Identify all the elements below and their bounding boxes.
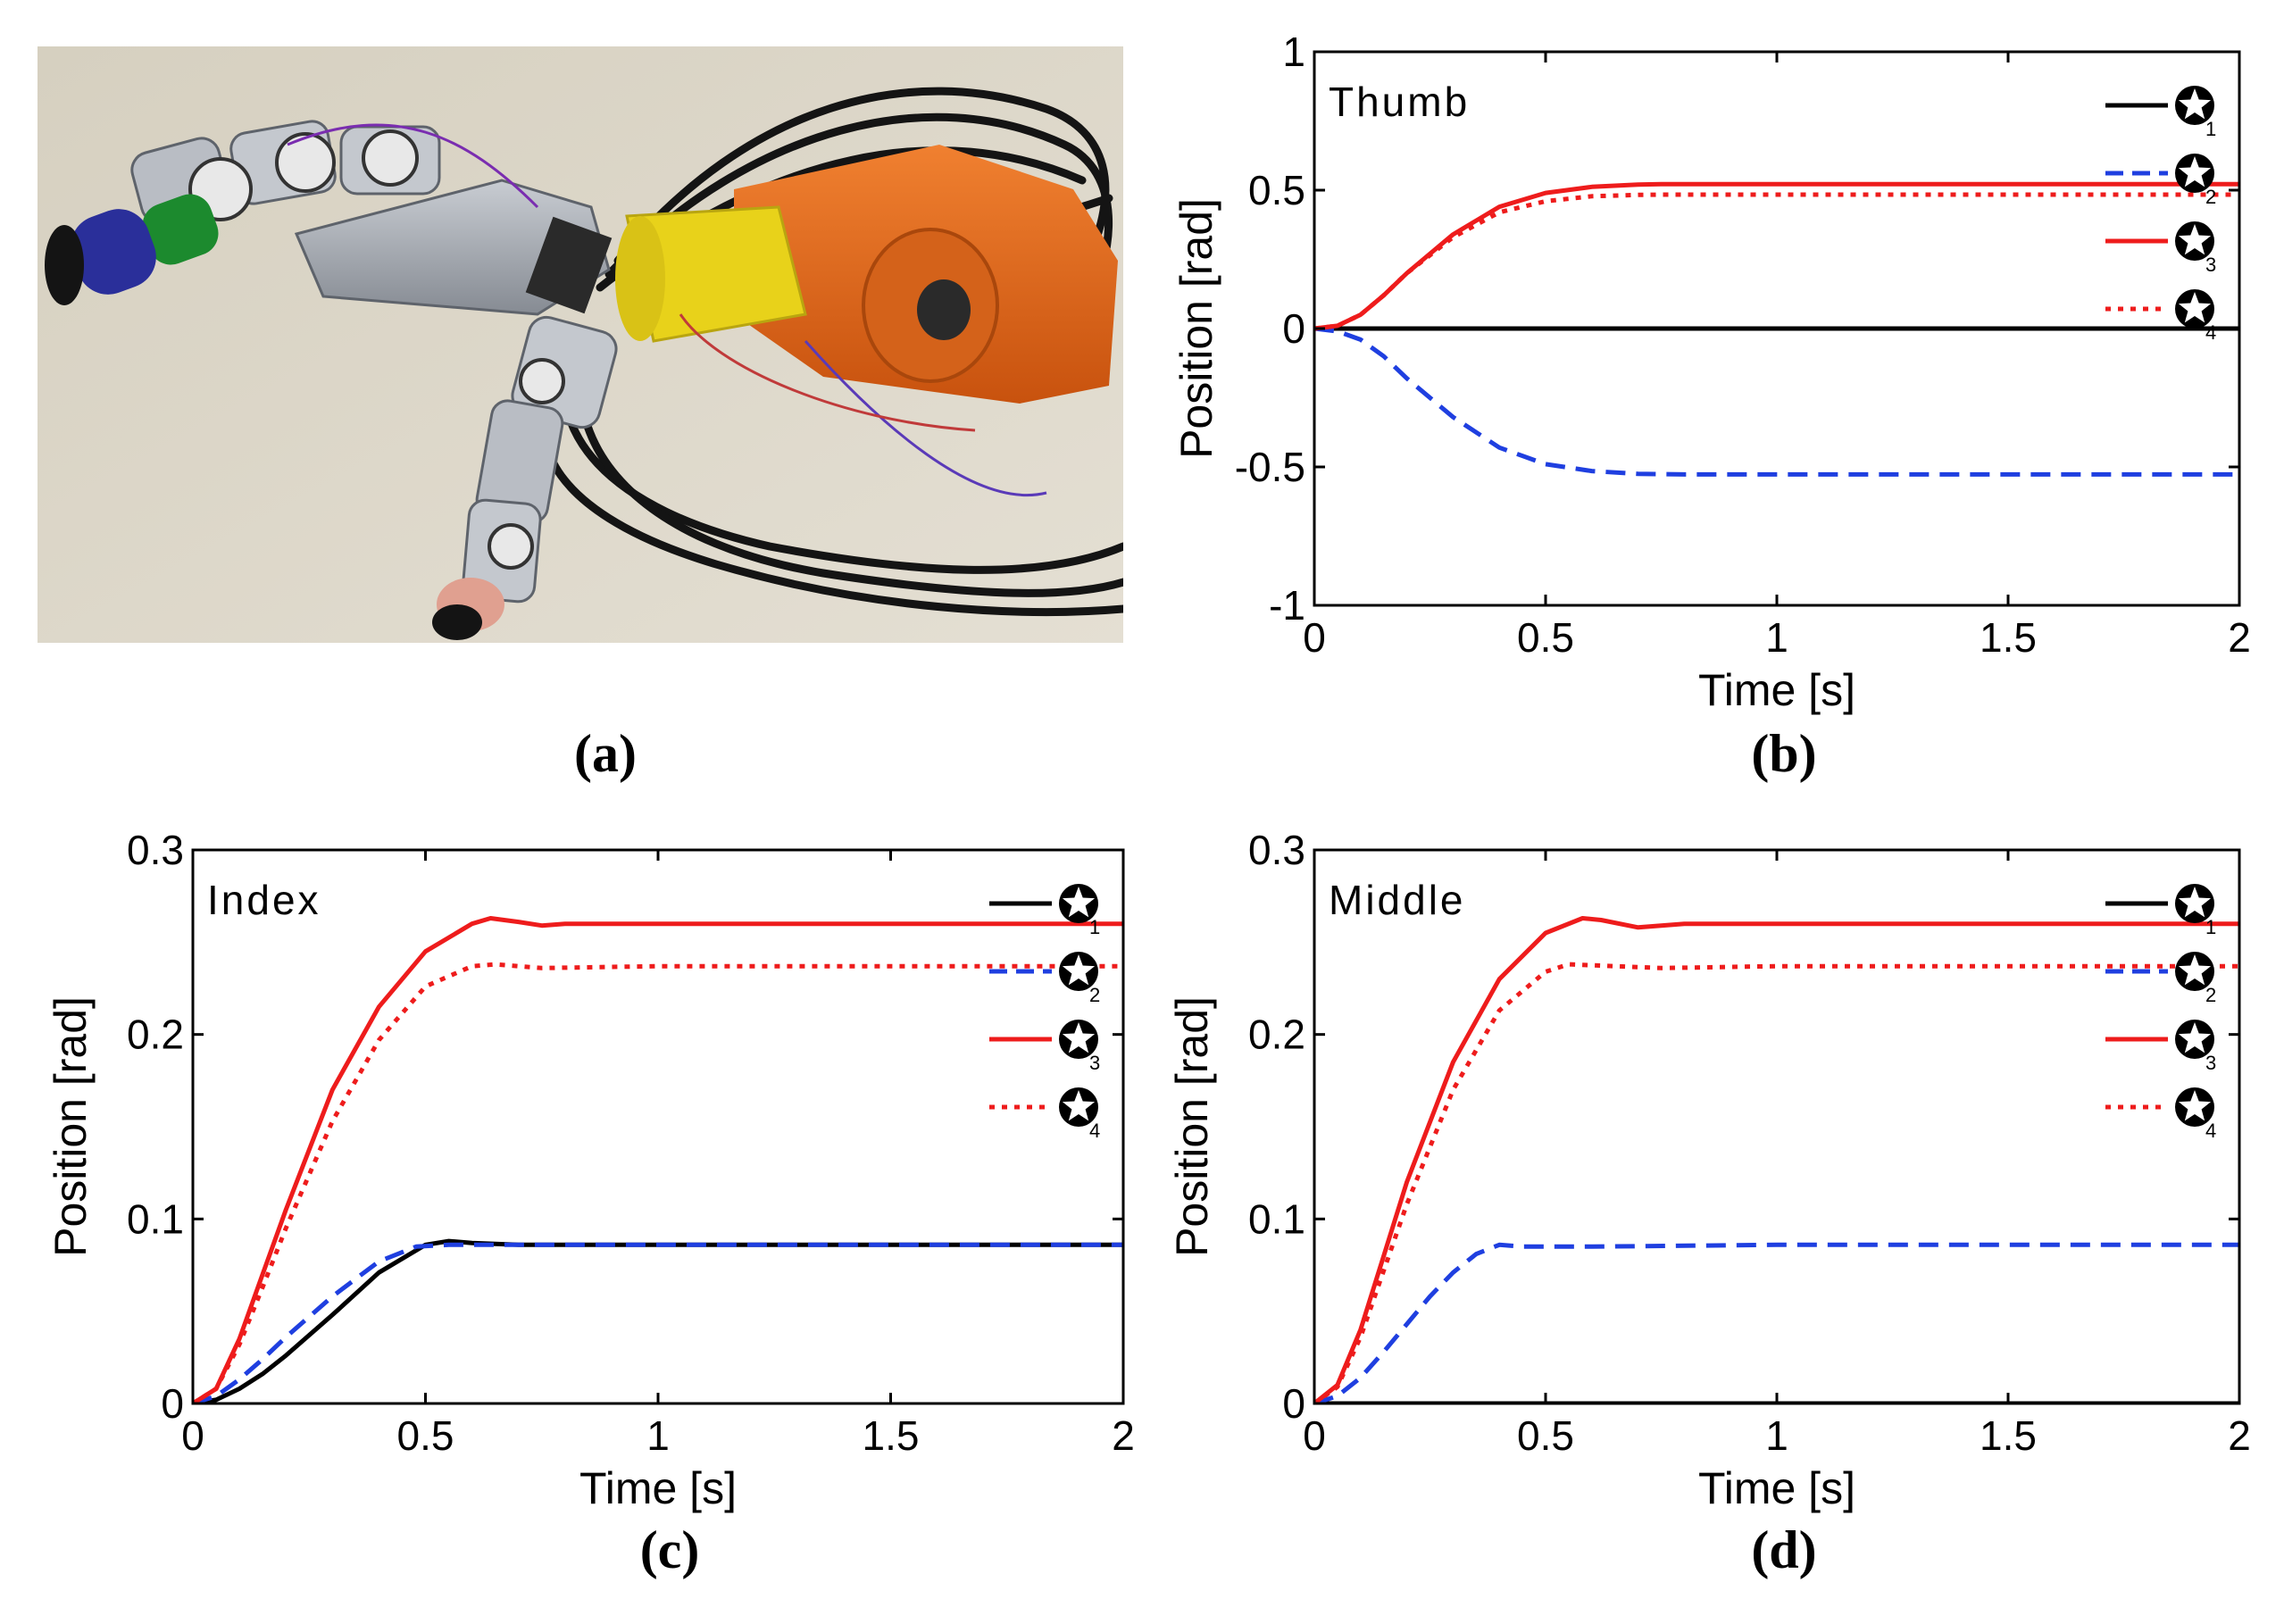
x-tick-label: 0.5 bbox=[1517, 614, 1574, 661]
panel-label-c: (c) bbox=[639, 1520, 700, 1579]
x-tick-label: 1 bbox=[1765, 1412, 1788, 1459]
legend-subscript: 4 bbox=[1089, 1120, 1100, 1142]
finger-annotation: Thumb bbox=[1329, 79, 1470, 125]
series-line-3 bbox=[193, 916, 1123, 1403]
x-tick-label: 1 bbox=[646, 1412, 670, 1459]
y-tick-label: 0.2 bbox=[1248, 1012, 1305, 1058]
legend-subscript: 4 bbox=[2205, 1120, 2216, 1142]
star-icon bbox=[2178, 156, 2212, 187]
legend-subscript: 3 bbox=[2205, 254, 2216, 276]
x-tick-label: 0 bbox=[1303, 1412, 1326, 1459]
legend-subscript: 2 bbox=[2205, 186, 2216, 208]
finger-annotation: Middle bbox=[1329, 877, 1466, 923]
legend-subscript: 2 bbox=[1089, 984, 1100, 1006]
y-tick-label: 0 bbox=[1282, 305, 1305, 352]
x-axis-label: Time [s] bbox=[1698, 665, 1855, 715]
x-tick-label: 2 bbox=[2228, 614, 2251, 661]
x-tick-label: 1.5 bbox=[1980, 614, 2037, 661]
y-tick-label: 0 bbox=[161, 1380, 184, 1427]
star-icon bbox=[2178, 1090, 2212, 1121]
x-axis-label: Time [s] bbox=[1698, 1463, 1855, 1513]
star-icon bbox=[1062, 887, 1096, 918]
chart-c: 0 0.5 1 1.5 2 0 0.1 0.2 0.3 Time [s] Position [rad… bbox=[46, 827, 1135, 1513]
star-icon bbox=[2178, 88, 2212, 120]
x-tick-label: 1.5 bbox=[863, 1412, 920, 1459]
y-tick-label: -1 bbox=[1269, 582, 1305, 629]
star-icon bbox=[1062, 954, 1096, 986]
series-line-4 bbox=[193, 962, 1123, 1403]
x-tick-label: 2 bbox=[1112, 1412, 1135, 1459]
legend-subscript: 2 bbox=[2205, 984, 2216, 1006]
y-axis-label: Position [rad] bbox=[46, 996, 96, 1257]
series-line-2 bbox=[1314, 1242, 2239, 1403]
star-icon bbox=[2178, 224, 2212, 255]
x-tick-label: 0 bbox=[1303, 614, 1326, 661]
robot-hand-photo bbox=[38, 46, 1123, 643]
series-line-4 bbox=[1314, 192, 2239, 331]
panel-label-a: (a) bbox=[574, 724, 637, 783]
legend-subscript: 1 bbox=[2205, 118, 2216, 140]
legend-subscript: 3 bbox=[2205, 1052, 2216, 1074]
series-line-3 bbox=[1314, 181, 2239, 331]
panel-label-d: (d) bbox=[1751, 1520, 1817, 1579]
star-icon bbox=[2178, 954, 2212, 986]
y-tick-label: 0.5 bbox=[1248, 167, 1305, 213]
y-tick-label: -0.5 bbox=[1235, 444, 1305, 490]
y-tick-label: 0.1 bbox=[127, 1195, 184, 1242]
plot-frame bbox=[1313, 848, 2241, 1405]
legend-subscript: 1 bbox=[2205, 916, 2216, 938]
x-tick-label: 0.5 bbox=[397, 1412, 454, 1459]
series-line-4 bbox=[1314, 962, 2239, 1403]
y-tick-label: 0.2 bbox=[127, 1012, 184, 1058]
series-line-2 bbox=[1314, 326, 2239, 477]
finger-annotation: Index bbox=[207, 877, 321, 923]
legend-subscript: 1 bbox=[1089, 916, 1100, 938]
series-line-3 bbox=[1314, 916, 2239, 1403]
y-tick-label: 1 bbox=[1282, 29, 1305, 75]
star-icon bbox=[1062, 1022, 1096, 1054]
star-icon bbox=[2178, 292, 2212, 323]
x-tick-label: 0.5 bbox=[1517, 1412, 1574, 1459]
chart-d: 0 0.5 1 1.5 2 0 0.1 0.2 0.3 Time [s] Position [rad… bbox=[1167, 827, 2251, 1513]
y-tick-label: 0.3 bbox=[1248, 827, 1305, 873]
y-axis-label: Position [rad] bbox=[1171, 198, 1221, 459]
legend-subscript: 3 bbox=[1089, 1052, 1100, 1074]
y-axis-label: Position [rad] bbox=[1167, 996, 1217, 1257]
series-line-2 bbox=[193, 1242, 1123, 1403]
x-axis-label: Time [s] bbox=[579, 1463, 737, 1513]
x-tick-label: 1.5 bbox=[1980, 1412, 2037, 1459]
x-tick-label: 1 bbox=[1765, 614, 1788, 661]
star-icon bbox=[2178, 887, 2212, 918]
legend-subscript: 4 bbox=[2205, 321, 2216, 344]
x-tick-label: 2 bbox=[2228, 1412, 2251, 1459]
panel-label-b: (b) bbox=[1751, 724, 1817, 783]
y-tick-label: 0 bbox=[1282, 1380, 1305, 1427]
x-tick-label: 0 bbox=[181, 1412, 204, 1459]
y-tick-label: 0.3 bbox=[127, 827, 184, 873]
series-line-1 bbox=[193, 1238, 1123, 1403]
star-icon bbox=[2178, 1022, 2212, 1054]
star-icon bbox=[1062, 1090, 1096, 1121]
y-tick-label: 0.1 bbox=[1248, 1195, 1305, 1242]
